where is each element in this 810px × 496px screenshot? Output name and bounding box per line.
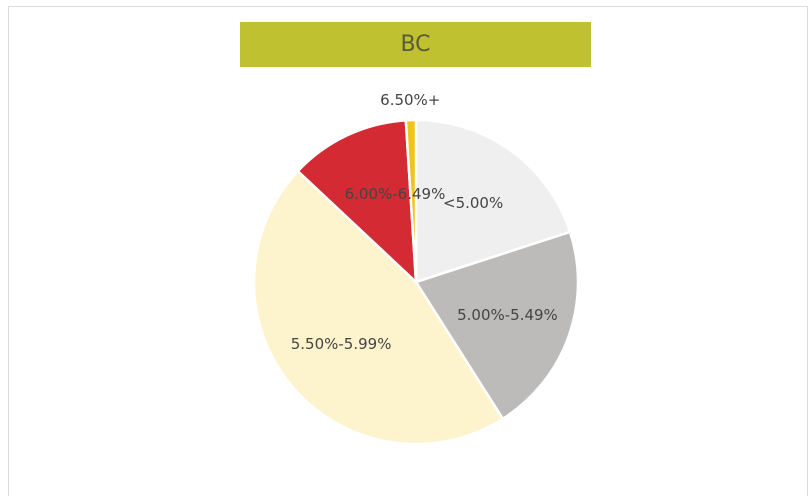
pie-slice [296, 118, 418, 286]
pie-slice [252, 169, 505, 446]
slice-label: 5.00%-5.49% [457, 305, 558, 324]
chart-frame [8, 6, 808, 496]
slice-label: 6.00%-6.49% [344, 185, 446, 204]
slice-label: 5.50%-5.99% [290, 334, 392, 353]
slice-label: 6.50%+ [380, 91, 441, 110]
chart-title: BC [240, 22, 591, 67]
pie-slice [414, 230, 580, 421]
pie-slice [414, 118, 572, 284]
pie-slice [404, 118, 418, 283]
slice-label: <5.00% [443, 194, 504, 213]
